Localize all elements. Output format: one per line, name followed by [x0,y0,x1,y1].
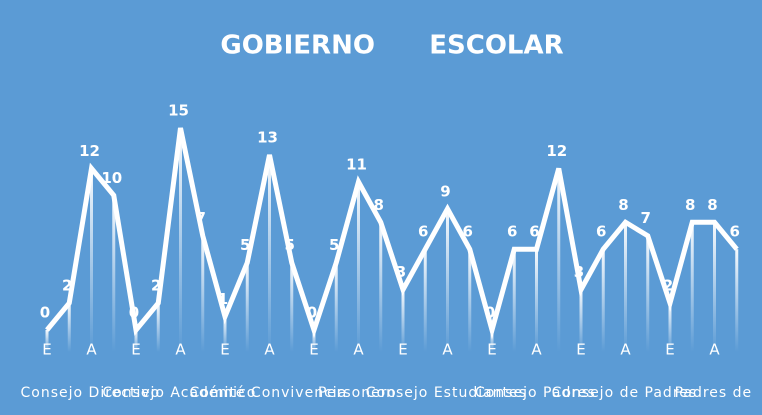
x-tick-label: A [175,341,186,359]
x-tick-label: E [487,341,496,359]
value-label: 2 [151,277,161,295]
value-label: 5 [240,236,250,254]
drop-bar [312,330,316,352]
value-label: 10 [101,169,122,187]
drop-bar [446,208,449,352]
drop-bar [690,222,694,352]
value-label: 9 [440,182,450,200]
value-label: 2 [62,277,72,295]
x-tick-label: A [709,341,720,359]
x-tick-label: E [220,341,229,359]
value-label: 7 [196,209,206,227]
value-label: 0 [307,304,317,322]
value-label: 13 [257,128,278,146]
group-label: Personero [318,385,397,401]
drop-bar [490,330,494,352]
x-tick-label: E [665,341,674,359]
value-label: 8 [707,196,717,214]
drop-bar [401,289,405,352]
chart-title: GOBIERNO ESCOLAR [220,31,563,61]
value-label: 11 [346,155,367,173]
drop-bar [557,168,561,352]
line [45,127,739,340]
drop-bar [379,222,383,352]
drop-bar [334,262,338,352]
drop-bar [201,235,205,352]
x-tick-label: A [86,341,97,359]
value-label: 8 [374,196,384,214]
value-label: 3 [396,263,406,281]
group-label: Padres de [675,385,753,401]
value-label: 6 [596,223,606,241]
drop-bar [579,289,583,352]
value-label: 2 [663,277,673,295]
value-label: 5 [285,236,295,254]
value-label: 3 [574,263,584,281]
drop-bar [223,316,227,352]
value-label: 12 [546,142,567,160]
drop-bar [45,330,49,352]
drop-bar [268,154,271,352]
drop-bar [601,249,605,352]
group-label: Consejo Padres [475,385,596,401]
value-label: 0 [40,304,50,322]
x-tick-label: A [353,341,364,359]
value-label: 0 [129,304,139,322]
drop-bar [468,249,472,352]
value-label: 0 [485,304,495,322]
value-label: 6 [418,223,428,241]
value-label: 15 [168,102,189,120]
drop-bar [67,303,71,352]
drop-bar [646,235,650,352]
drop-bar [512,249,516,352]
value-label: 7 [641,209,651,227]
drop-bar [735,249,739,352]
value-label: 8 [618,196,628,214]
drop-bar [423,249,427,352]
group-label: Comité Convivencia [190,385,348,401]
drop-bar [90,168,93,352]
drop-bar [535,249,538,352]
drop-bar [668,303,672,352]
value-label: 5 [329,236,339,254]
x-tick-label: A [531,341,542,359]
drop-bar [713,222,716,352]
drop-bar [357,181,360,352]
drop-bar [156,303,160,352]
x-tick-label: E [576,341,585,359]
value-label: 6 [463,223,473,241]
x-tick-label: E [309,341,318,359]
drop-bar [245,262,249,352]
drop-bar [179,128,182,352]
value-label: 6 [529,223,539,241]
x-tick-label: A [620,341,631,359]
drop-bar [624,222,627,352]
x-tick-label: E [131,341,140,359]
drop-bar [112,195,116,352]
value-label: 1 [218,290,228,308]
group-label: Consejo Directivo [21,385,161,401]
group-label: Consejo Académico [102,385,256,401]
group-label: Consejo de Padres [552,385,698,401]
x-tick-label: E [398,341,407,359]
value-label: 8 [685,196,695,214]
value-label: 6 [507,223,517,241]
value-label: 6 [730,223,740,241]
x-tick-label: A [264,341,275,359]
x-tick-label: A [442,341,453,359]
group-label: Consejo Estudiantes [366,385,527,401]
drop-bar [134,330,138,352]
x-tick-label: E [42,341,51,359]
value-label: 12 [79,142,100,160]
drop-bar [290,262,294,352]
